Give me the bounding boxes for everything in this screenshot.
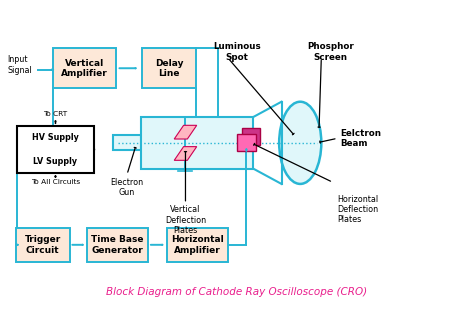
Text: Luminous
Spot: Luminous Spot xyxy=(213,42,261,62)
FancyBboxPatch shape xyxy=(142,48,196,88)
Text: Block Diagram of Cathode Ray Oscilloscope (CRO): Block Diagram of Cathode Ray Oscilloscop… xyxy=(107,287,367,297)
Text: Input
Signal: Input Signal xyxy=(8,55,32,75)
FancyBboxPatch shape xyxy=(242,128,260,145)
FancyBboxPatch shape xyxy=(237,135,256,151)
Text: Phosphor
Screen: Phosphor Screen xyxy=(307,42,354,62)
Text: To All Circuits: To All Circuits xyxy=(31,179,80,185)
Text: Horizontal
Deflection
Plates: Horizontal Deflection Plates xyxy=(337,195,379,224)
Text: Electron
Gun: Electron Gun xyxy=(110,178,144,197)
FancyBboxPatch shape xyxy=(141,117,254,169)
Text: Eelctron
Beam: Eelctron Beam xyxy=(340,129,381,148)
Text: Vertical
Deflection
Plates: Vertical Deflection Plates xyxy=(165,205,206,235)
FancyBboxPatch shape xyxy=(167,228,228,262)
Text: Time Base
Generator: Time Base Generator xyxy=(91,235,144,255)
FancyBboxPatch shape xyxy=(87,228,148,262)
Polygon shape xyxy=(174,125,197,139)
Text: Delay
Line: Delay Line xyxy=(155,59,183,78)
Text: Horizontal
Amplifier: Horizontal Amplifier xyxy=(171,235,224,255)
Polygon shape xyxy=(174,147,197,160)
FancyBboxPatch shape xyxy=(113,135,141,150)
Text: Trigger
Circuit: Trigger Circuit xyxy=(25,235,61,255)
Text: HV Supply: HV Supply xyxy=(32,133,79,142)
FancyBboxPatch shape xyxy=(16,228,70,262)
FancyBboxPatch shape xyxy=(53,48,117,88)
Text: Vertical
Amplifier: Vertical Amplifier xyxy=(61,59,108,78)
Text: LV Supply: LV Supply xyxy=(33,157,78,166)
Text: To CRT: To CRT xyxy=(43,111,68,117)
Ellipse shape xyxy=(279,102,321,184)
FancyBboxPatch shape xyxy=(17,126,94,173)
